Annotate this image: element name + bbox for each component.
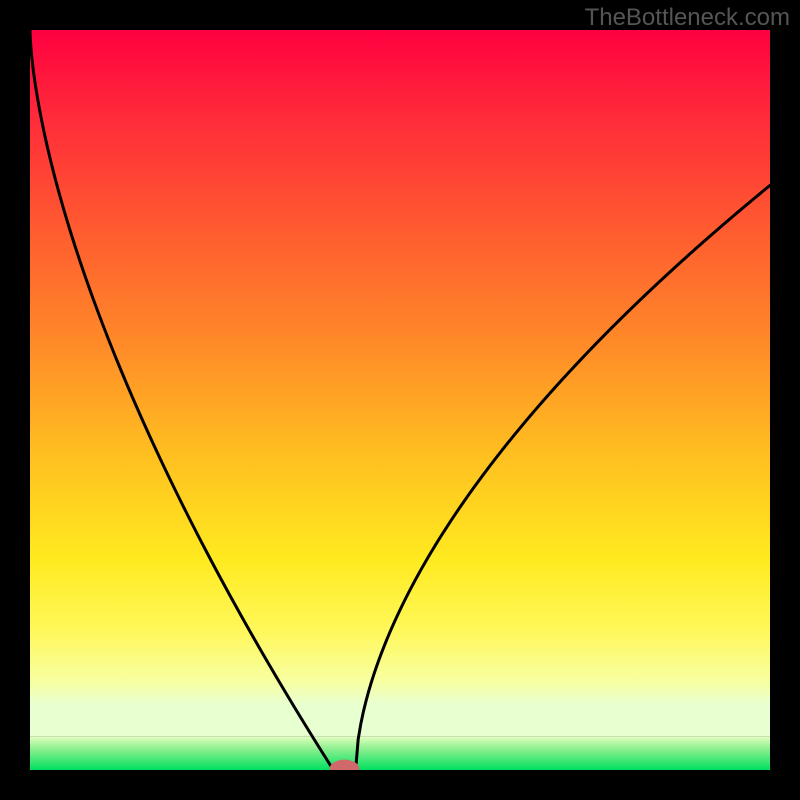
plot-svg — [30, 30, 770, 770]
bottleneck-chart — [30, 30, 770, 770]
watermark-text: TheBottleneck.com — [585, 4, 790, 32]
heat-gradient — [30, 30, 770, 737]
optimal-band — [30, 737, 770, 770]
